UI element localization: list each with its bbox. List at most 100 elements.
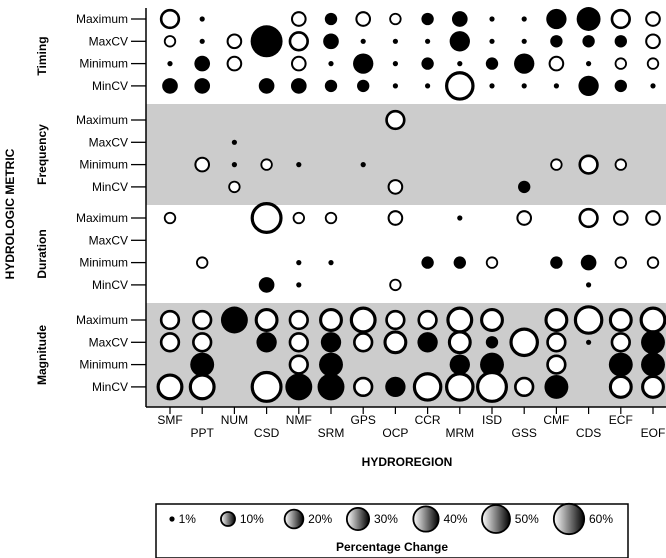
x-tick-label: OCP	[382, 426, 408, 440]
bubble-point	[610, 332, 631, 353]
bubble-point	[324, 211, 338, 225]
bubble-point	[360, 162, 366, 168]
bubble-point	[260, 158, 273, 171]
bubble-point	[167, 61, 173, 67]
row-label: MinCV	[92, 180, 128, 194]
bubble-point	[612, 210, 629, 226]
x-tick-label: CCR	[415, 413, 441, 427]
bubble-point	[231, 162, 237, 168]
bubble-point	[288, 354, 309, 375]
x-tick-label: SRM	[318, 426, 345, 440]
row-label: Minimum	[79, 358, 128, 372]
bubble-point	[446, 306, 474, 334]
bubble-point	[641, 352, 665, 377]
bubble-point	[516, 210, 533, 226]
x-tick-label: GPS	[351, 413, 376, 427]
bubble-point	[580, 254, 597, 271]
bubble-point	[319, 352, 343, 377]
bubble-point	[425, 83, 431, 89]
legend-label: 1%	[179, 512, 197, 526]
x-tick-label: CSD	[254, 426, 280, 440]
legend-swatch	[552, 502, 586, 536]
bubble-point	[489, 38, 495, 44]
bubble-point	[639, 306, 666, 334]
bubble-point	[573, 305, 604, 335]
legend-label: 10%	[240, 512, 264, 526]
bubble-point	[610, 8, 631, 30]
bubble-point	[353, 53, 374, 74]
legend: 1% 10% 20% 30% 40% 50% 60% Percentage Change	[155, 502, 629, 558]
bubble-point	[228, 180, 241, 194]
bubble-point	[578, 154, 599, 175]
bubble-point	[645, 33, 661, 50]
bubble-point	[645, 11, 661, 27]
x-tick-label: NUM	[221, 413, 248, 427]
row-label: MaxCV	[89, 135, 128, 149]
row-label: Minimum	[79, 256, 128, 270]
bubble-point	[353, 332, 374, 353]
bubble-point	[614, 256, 627, 269]
bubble-point	[288, 332, 309, 353]
bubble-point	[254, 308, 279, 332]
x-tick-label: SMF	[157, 413, 182, 427]
group-label-timing: Timing	[35, 36, 49, 75]
row-label: Maximum	[76, 211, 128, 225]
bubble-point	[285, 373, 313, 401]
bubble-point	[544, 308, 569, 332]
group-label-magnitude: Magnitude	[35, 325, 49, 385]
legend-title: Percentage Change	[336, 540, 448, 554]
bubble-point	[514, 376, 535, 398]
bubble-point	[250, 25, 283, 58]
bubble-point	[349, 306, 377, 334]
bubble-point	[614, 158, 627, 171]
bubble-point	[194, 78, 211, 94]
bubble-point	[449, 354, 470, 375]
bubble-point	[485, 336, 499, 349]
legend-swatch	[412, 505, 440, 533]
legend-label: 60%	[589, 512, 613, 526]
bubble-point	[489, 16, 495, 22]
legend-swatch	[481, 504, 511, 534]
bubble-point	[650, 83, 656, 89]
bubble-point	[645, 210, 661, 226]
x-tick-label: EOF	[641, 426, 666, 440]
bubble-point	[194, 55, 211, 72]
bubble-point	[317, 373, 345, 401]
bubble-point	[288, 309, 309, 331]
bubble-point	[320, 332, 342, 353]
bubble-point	[196, 256, 209, 269]
bubble-point	[199, 16, 205, 22]
bubble-point	[421, 256, 434, 269]
bubble-point	[159, 8, 181, 30]
bubble-point	[546, 8, 567, 30]
bubble-point	[421, 57, 434, 70]
bubble-point	[159, 309, 181, 331]
legend-label: 20%	[308, 512, 332, 526]
bubble-point	[646, 57, 660, 70]
x-tick-label: NMF	[286, 413, 312, 427]
bubble-point	[258, 277, 275, 293]
x-tick-label: ECF	[609, 413, 633, 427]
bubble-point	[608, 352, 633, 377]
bubble-point	[546, 354, 567, 375]
bubble-point	[576, 7, 601, 31]
bubble-point	[550, 35, 563, 48]
bubble-point	[521, 83, 527, 89]
legend-swatch	[169, 516, 175, 522]
bubble-point	[387, 179, 404, 195]
bubble-point	[296, 162, 302, 168]
bubble-point	[319, 308, 343, 332]
bubble-point	[485, 256, 499, 269]
bubble-point	[608, 374, 633, 399]
bubble-point	[385, 109, 406, 131]
group-label-frequency: Frequency	[35, 124, 49, 185]
bubble-point	[586, 339, 592, 345]
bubble-point	[608, 308, 633, 332]
bubble-point	[163, 211, 177, 225]
row-label: Maximum	[76, 113, 128, 127]
bubble-point	[417, 332, 438, 353]
bubble-point	[614, 35, 627, 48]
bubble-point	[548, 55, 565, 72]
bubble-point	[226, 55, 243, 72]
